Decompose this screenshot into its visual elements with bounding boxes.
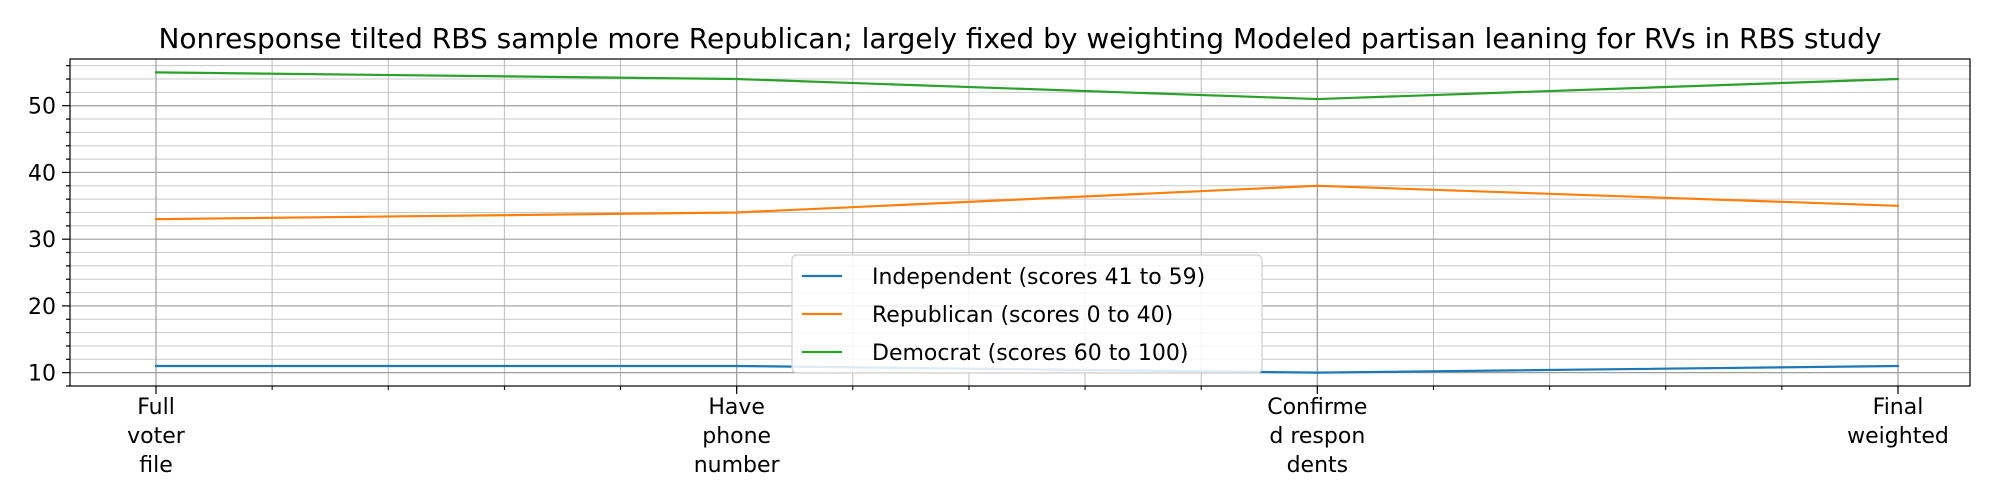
legend-label: Independent (scores 41 to 59): [872, 265, 1205, 290]
plot-frame: [69, 58, 1971, 387]
data-point: [1316, 371, 1319, 374]
grid: [70, 59, 1970, 387]
x-tick-label: Final weighted: [1847, 395, 1949, 449]
legend-label: Republican (scores 0 to 40): [872, 303, 1173, 328]
series-line-2: [155, 71, 1899, 101]
data-point: [1896, 204, 1900, 208]
y-tick-label: 40: [28, 161, 56, 186]
y-tick-label: 50: [28, 95, 56, 120]
data-point: [1316, 184, 1319, 187]
x-axis: Full voter file Have phone number Confirme d re…: [127, 386, 1949, 478]
data-point: [735, 364, 738, 368]
x-tick-label: Confirme d respon dents: [1267, 395, 1367, 478]
x-tick-label: Full voter file: [127, 395, 186, 478]
data-point: [154, 217, 158, 221]
legend-box: [791, 254, 1263, 374]
data-point: [154, 71, 158, 74]
legend-label: Democrat (scores 60 to 100): [872, 341, 1188, 366]
data-point: [1896, 77, 1900, 81]
data-point: [735, 77, 738, 81]
y-tick-label: 30: [28, 228, 56, 253]
y-tick-label: 10: [28, 362, 56, 387]
y-tick-label: 20: [28, 295, 56, 320]
chart-title: Nonresponse tilted RBS sample more Repub…: [158, 22, 1881, 55]
x-tick-label: Have phone number: [694, 395, 781, 478]
data-point: [154, 364, 158, 368]
series-line-1: [155, 184, 1899, 221]
y-axis: 10 20 30 40 50: [28, 65, 70, 387]
data-point: [1316, 97, 1319, 101]
data-point: [1896, 364, 1900, 368]
data-point: [735, 211, 738, 214]
legend: Independent (scores 41 to 59) Republican …: [791, 254, 1263, 374]
